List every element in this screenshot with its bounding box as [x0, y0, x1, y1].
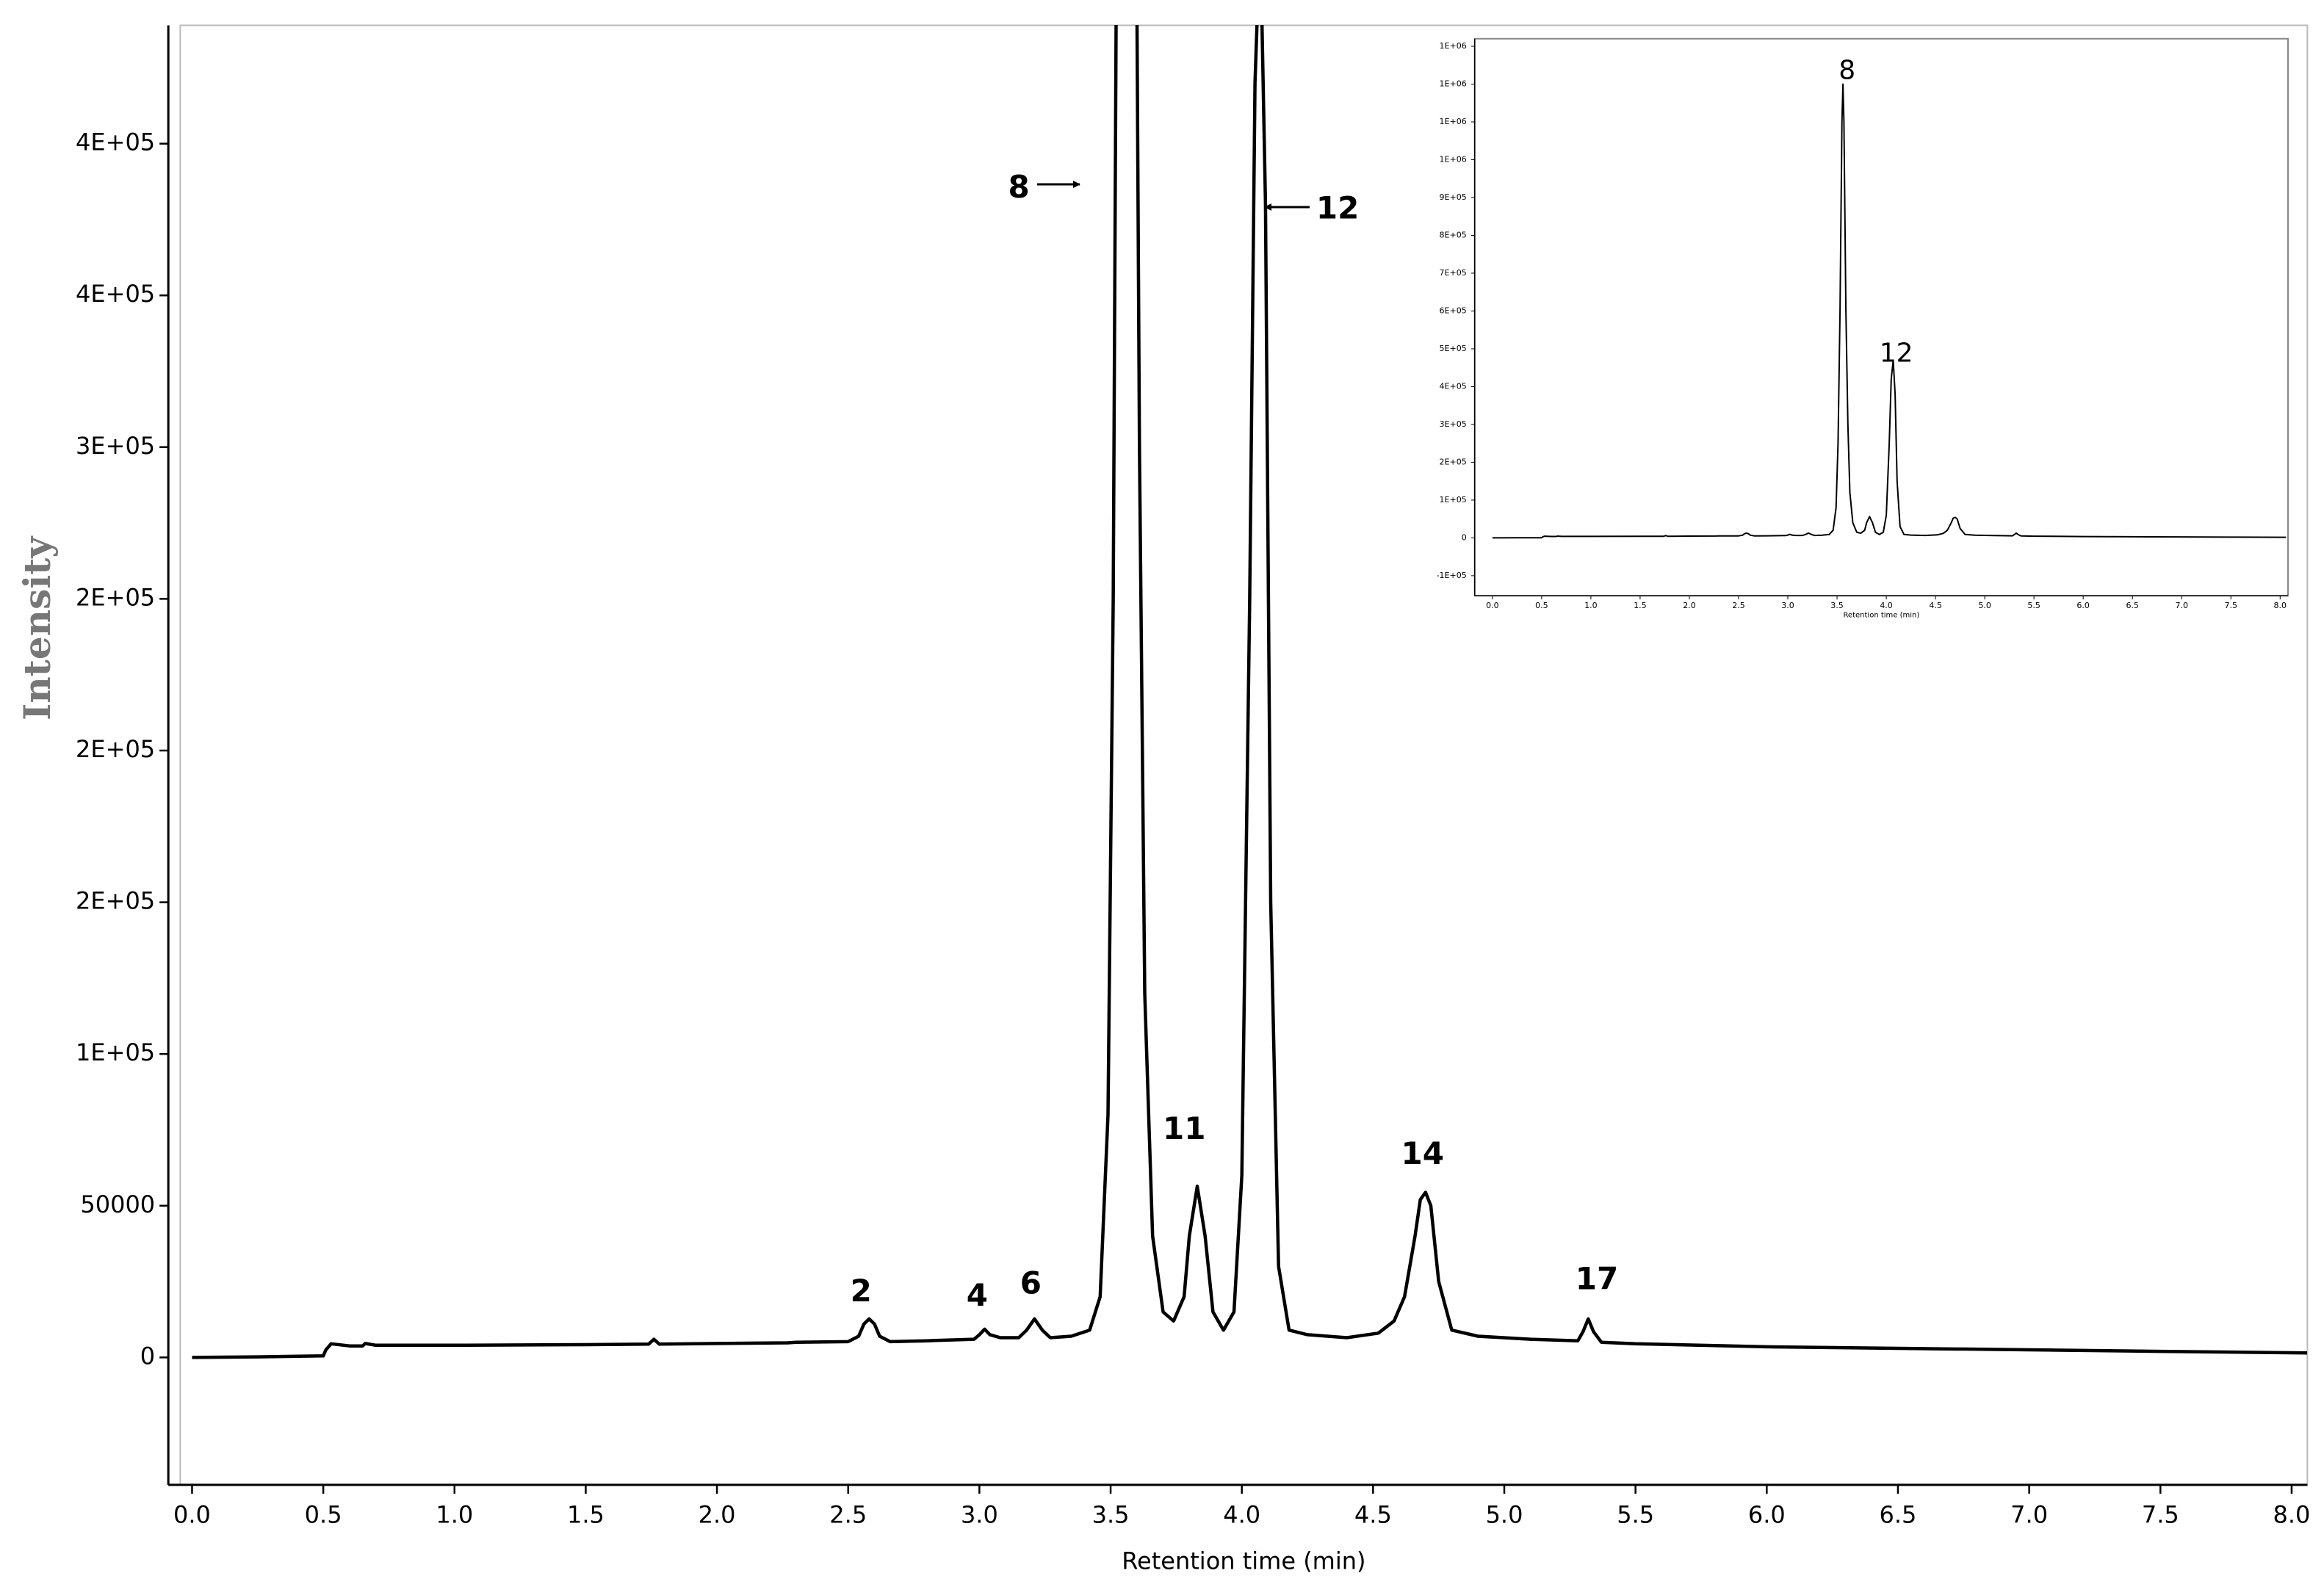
- x-tick-label: 0.5: [1535, 601, 1548, 610]
- x-axis-label: Retention time (min): [1843, 612, 1919, 620]
- x-tick-label: 4.5: [1929, 601, 1942, 610]
- peak-label: 8: [1838, 55, 1855, 85]
- y-tick-label: 4E+05: [1440, 381, 1467, 391]
- x-tick-label: 2.0: [1683, 601, 1696, 610]
- y-tick-label: 1E+06: [1440, 155, 1467, 165]
- y-tick-label: 1E+06: [1440, 41, 1467, 51]
- y-tick-label: 4E+05: [76, 129, 155, 156]
- y-tick-label: 2E+05: [76, 583, 155, 611]
- inset-background: [1474, 38, 2289, 596]
- y-tick-label: 0: [140, 1342, 155, 1370]
- x-tick-label: 6.5: [2126, 601, 2139, 610]
- x-tick-label: 5.5: [1617, 1501, 1654, 1529]
- y-tick-label: 2E+05: [1440, 457, 1467, 466]
- peak-label: 17: [1576, 1261, 1618, 1297]
- x-tick-label: 7.5: [2142, 1501, 2179, 1529]
- y-tick-label: 8E+05: [1440, 230, 1467, 239]
- x-tick-label: 1.0: [436, 1501, 473, 1529]
- x-tick-label: 0.0: [1486, 601, 1499, 610]
- x-tick-label: 3.0: [961, 1501, 998, 1529]
- x-tick-label: 2.5: [1732, 601, 1745, 610]
- peak-label: 11: [1163, 1110, 1205, 1146]
- y-axis-label: Intensity: [15, 535, 59, 720]
- y-tick-label: 9E+05: [1440, 192, 1467, 202]
- x-tick-label: 5.0: [1978, 601, 1991, 610]
- x-tick-label: 3.0: [1781, 601, 1794, 610]
- peak-label: 14: [1401, 1135, 1444, 1171]
- trace-line: [1492, 83, 2287, 539]
- x-tick-label: 4.0: [1223, 1501, 1260, 1529]
- y-tick-label: 3E+05: [76, 432, 155, 460]
- x-tick-label: 2.0: [699, 1501, 736, 1529]
- x-tick-label: 3.5: [1830, 601, 1844, 610]
- y-tick-label: 6E+05: [1440, 306, 1467, 315]
- x-tick-label: 7.0: [2175, 601, 2188, 610]
- y-tick-label: 1E+05: [1440, 495, 1467, 505]
- x-tick-label: 4.0: [1880, 601, 1893, 610]
- x-axis-label: Retention time (min): [1122, 1547, 1365, 1575]
- y-tick-label: 2E+05: [76, 735, 155, 763]
- x-tick-label: 7.5: [2225, 601, 2238, 610]
- x-tick-label: 6.0: [2076, 601, 2090, 610]
- x-tick-label: 0.0: [173, 1501, 211, 1529]
- peak-label: 12: [1316, 189, 1359, 225]
- y-tick-label: 7E+05: [1440, 268, 1467, 278]
- x-tick-label: 4.5: [1354, 1501, 1392, 1529]
- x-tick-label: 1.0: [1584, 601, 1598, 610]
- peak-label: 2: [851, 1273, 872, 1309]
- y-tick-label: 1E+05: [76, 1038, 155, 1066]
- x-tick-label: 5.5: [2027, 601, 2040, 610]
- y-tick-label: 50000: [80, 1190, 155, 1218]
- x-tick-label: 1.5: [567, 1501, 605, 1529]
- y-tick-label: -1E+05: [1437, 571, 1467, 580]
- peak-label: 12: [1880, 339, 1913, 369]
- x-tick-label: 6.5: [1880, 1501, 1917, 1529]
- y-tick-label: 1E+06: [1440, 79, 1467, 89]
- y-tick-label: 0: [1462, 532, 1467, 542]
- peak-label: 6: [1020, 1265, 1042, 1301]
- x-tick-label: 8.0: [2273, 1501, 2310, 1529]
- y-tick-label: 2E+05: [76, 887, 155, 915]
- x-tick-label: 8.0: [2274, 601, 2287, 610]
- x-tick-label: 6.0: [1748, 1501, 1786, 1529]
- peak-label: 8: [1008, 169, 1030, 205]
- y-tick-label: 1E+06: [1440, 117, 1467, 126]
- x-tick-label: 5.0: [1486, 1501, 1523, 1529]
- x-tick-label: 1.5: [1634, 601, 1647, 610]
- x-tick-label: 0.5: [305, 1501, 342, 1529]
- x-tick-label: 7.0: [2010, 1501, 2048, 1529]
- y-tick-label: 5E+05: [1440, 344, 1467, 353]
- x-tick-label: 2.5: [829, 1501, 867, 1529]
- x-tick-label: 3.5: [1092, 1501, 1130, 1529]
- trace-line: [192, 25, 2307, 1359]
- peak-label: 4: [967, 1277, 988, 1313]
- y-tick-label: 4E+05: [76, 280, 155, 308]
- y-tick-label: 3E+05: [1440, 419, 1467, 429]
